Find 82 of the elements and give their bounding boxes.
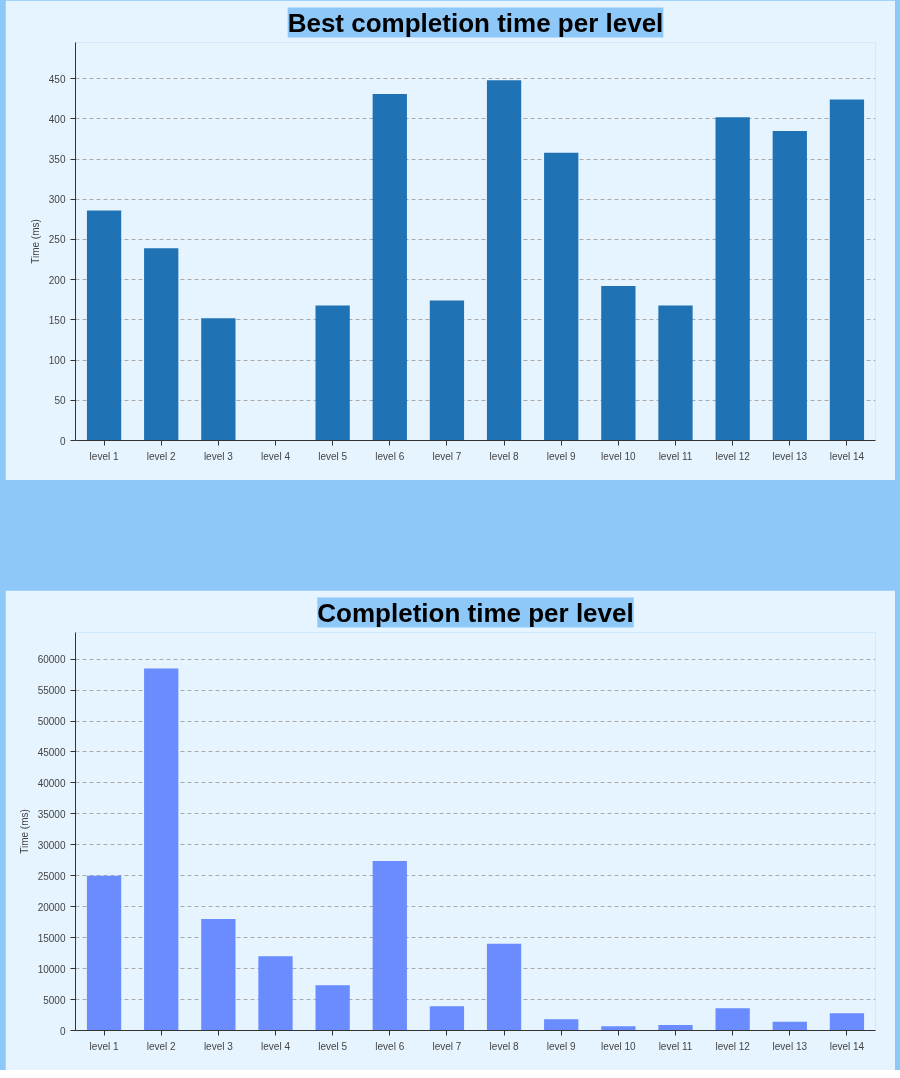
y-tick-label: 0 [59, 1025, 66, 1037]
y-tick-label: 55000 [37, 685, 66, 697]
x-tick-label: level 10 [601, 1040, 637, 1052]
x-tick-label: level 8 [489, 450, 519, 462]
y-tick-label: 10000 [37, 963, 66, 975]
bar [144, 248, 179, 441]
x-tick-label: level 12 [715, 450, 751, 462]
y-axis-title: Time (ms) [18, 809, 30, 854]
x-tick-label: level 12 [715, 1040, 751, 1052]
bar [144, 668, 179, 1031]
x-tick-label: level 11 [658, 450, 693, 462]
bar [258, 956, 293, 1031]
y-axis-title: Time (ms) [29, 219, 41, 264]
bar [486, 943, 522, 1031]
y-tick-label: 350 [48, 154, 66, 166]
x-tick-label: level 13 [772, 1040, 808, 1052]
x-tick-label: level 9 [546, 450, 577, 462]
x-tick-label: level 13 [772, 450, 808, 462]
bar [601, 1026, 636, 1031]
y-tick-label: 0 [59, 435, 66, 447]
x-tick-label: level 4 [261, 450, 291, 462]
x-tick-label: level 1 [89, 450, 119, 462]
bar [658, 1024, 693, 1031]
chart-title: Completion time per level [317, 597, 634, 628]
x-tick-label: level 7 [432, 450, 462, 462]
x-tick-label: level 5 [318, 450, 348, 462]
y-tick-label: 50000 [37, 716, 66, 728]
bar [372, 860, 407, 1031]
bar [772, 130, 807, 441]
y-tick-label: 20000 [37, 901, 66, 913]
x-tick-label: level 6 [375, 1040, 405, 1052]
bar [429, 300, 465, 441]
x-tick-label: level 14 [829, 450, 865, 462]
x-tick-label: level 5 [318, 1040, 348, 1052]
x-tick-label: level 3 [203, 450, 234, 462]
y-tick-label: 35000 [37, 808, 66, 820]
bar [544, 1019, 579, 1031]
y-tick-label: 300 [48, 194, 66, 206]
bar [544, 152, 579, 441]
y-tick-label: 150 [48, 314, 66, 326]
x-tick-label: level 10 [601, 450, 637, 462]
bar [715, 117, 750, 441]
bar [86, 210, 122, 441]
y-tick-label: 100 [48, 355, 66, 367]
y-tick-label: 60000 [37, 654, 66, 666]
x-tick-label: level 3 [203, 1040, 234, 1052]
bar [201, 318, 236, 441]
bar [715, 1008, 750, 1031]
bar [315, 305, 350, 441]
y-tick-label: 5000 [43, 994, 66, 1006]
bar [772, 1021, 807, 1031]
bar [601, 286, 636, 441]
y-tick-label: 50 [54, 395, 66, 407]
x-tick-label: level 4 [261, 1040, 291, 1052]
bar [829, 1013, 865, 1031]
bar [315, 985, 350, 1031]
x-tick-label: level 1 [89, 1040, 119, 1052]
y-tick-label: 15000 [37, 932, 66, 944]
x-tick-label: level 14 [829, 1040, 865, 1052]
y-tick-label: 40000 [37, 777, 66, 789]
x-tick-label: level 6 [375, 450, 405, 462]
x-tick-label: level 8 [489, 1040, 519, 1052]
x-tick-label: level 11 [658, 1040, 693, 1052]
y-tick-label: 25000 [37, 870, 66, 882]
x-tick-label: level 9 [546, 1040, 577, 1052]
bar [829, 99, 865, 441]
bar [201, 919, 236, 1031]
x-tick-label: level 7 [432, 1040, 462, 1052]
y-tick-label: 200 [48, 274, 66, 286]
y-tick-label: 400 [48, 113, 66, 125]
bar [429, 1006, 465, 1031]
chart-title: Best completion time per level [287, 7, 664, 38]
bar [372, 93, 407, 441]
y-tick-label: 250 [48, 234, 66, 246]
x-tick-label: level 2 [146, 450, 177, 462]
y-tick-label: 30000 [37, 839, 66, 851]
y-tick-label: 450 [48, 73, 66, 85]
x-tick-label: level 2 [146, 1040, 177, 1052]
y-tick-label: 45000 [37, 746, 66, 758]
bar [486, 80, 522, 441]
bar [658, 305, 693, 441]
bar [86, 875, 122, 1031]
